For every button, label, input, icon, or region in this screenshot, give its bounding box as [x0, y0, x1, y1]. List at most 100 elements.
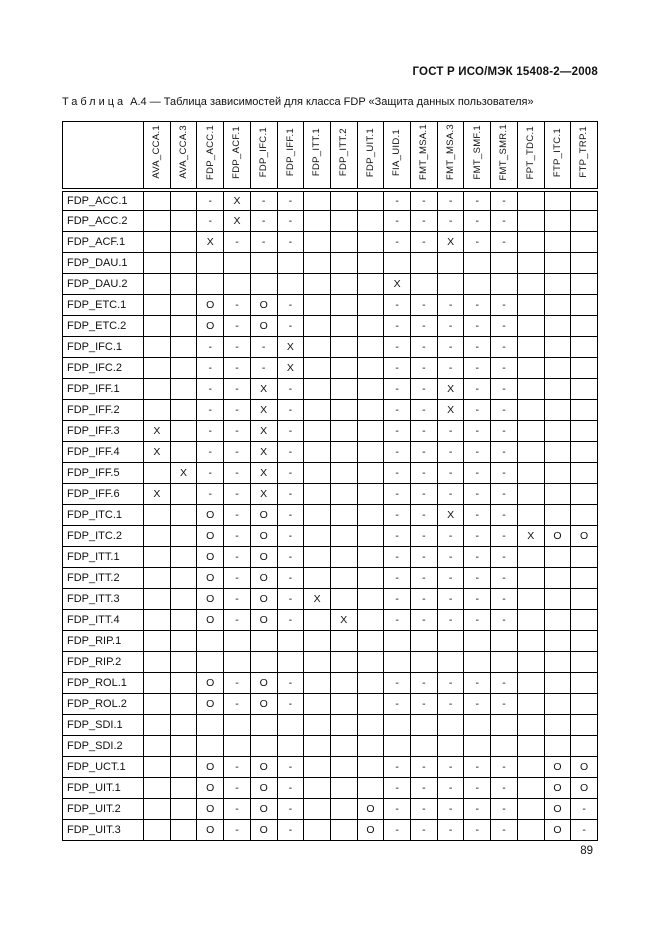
column-header-label: FDP_IFF.1 — [284, 128, 296, 177]
dependency-cell — [276, 714, 305, 737]
row-label: FDP_RIP.1 — [62, 630, 144, 653]
dependency-cell — [356, 336, 385, 359]
dependency-cell — [169, 483, 198, 506]
dependency-cell — [249, 273, 278, 296]
dependency-cell — [169, 672, 198, 695]
dependency-cell: - — [410, 399, 438, 422]
dependency-cell — [329, 651, 358, 674]
dependency-cell — [329, 504, 358, 527]
dependency-cell: - — [463, 336, 492, 359]
column-header-fmt-msa-1: FMT_MSA.1 — [410, 120, 438, 192]
dependency-cell: X — [276, 336, 305, 359]
dependency-cell: - — [436, 210, 465, 233]
dependency-cell: - — [436, 315, 465, 338]
dependency-cell: - — [490, 210, 518, 233]
dependency-cell — [570, 672, 598, 695]
dependency-cell — [303, 294, 331, 317]
dependency-cell: - — [463, 294, 492, 317]
dependency-cell: O — [196, 756, 225, 779]
dependency-cell: - — [410, 441, 438, 464]
dependency-cell: O — [196, 588, 225, 611]
dependency-cell — [143, 525, 171, 548]
dependency-cell — [436, 714, 465, 737]
dependency-cell — [516, 567, 545, 590]
row-label: FDP_IFF.3 — [62, 420, 144, 443]
dependency-cell — [303, 525, 331, 548]
dependency-cell: X — [249, 420, 278, 443]
dependency-cell — [249, 714, 278, 737]
dependency-cell — [356, 399, 385, 422]
dependency-cell: - — [490, 672, 518, 695]
dependency-cell — [570, 273, 598, 296]
dependency-cell: - — [249, 336, 278, 359]
dependency-cell: - — [383, 525, 412, 548]
dependency-cell — [356, 252, 385, 275]
dependency-cell: - — [490, 609, 518, 632]
dependency-cell: - — [490, 231, 518, 254]
dependency-cell: O — [249, 819, 278, 842]
dependency-cell — [196, 714, 225, 737]
dependency-cell: - — [223, 525, 251, 548]
dependency-cell: - — [490, 336, 518, 359]
dependency-cell: - — [276, 420, 305, 443]
dependency-cell — [329, 378, 358, 401]
row-label: FDP_ACC.1 — [62, 189, 144, 212]
dependency-cell — [303, 567, 331, 590]
dependency-cell — [356, 777, 385, 800]
dependency-cell: O — [249, 609, 278, 632]
dependency-cell — [543, 651, 572, 674]
dependency-cell: - — [463, 525, 492, 548]
dependency-cell — [223, 714, 251, 737]
dependency-cell: - — [276, 693, 305, 716]
dependency-cell: - — [410, 462, 438, 485]
dependency-cell — [516, 420, 545, 443]
dependency-cell — [169, 735, 198, 758]
dependency-cell — [143, 462, 171, 485]
dependency-cell: X — [436, 504, 465, 527]
column-header-label: FTP_ITC.1 — [551, 127, 563, 177]
dependency-cell: - — [410, 378, 438, 401]
dependency-cell — [303, 651, 331, 674]
dependency-cell — [570, 315, 598, 338]
dependency-cell: - — [249, 210, 278, 233]
dependency-cell: X — [276, 357, 305, 380]
row-label: FDP_ETC.2 — [62, 315, 144, 338]
column-header-fdp-itt-1: FDP_ITT.1 — [303, 120, 331, 192]
dependency-cell: - — [383, 420, 412, 443]
dependency-cell: - — [436, 588, 465, 611]
dependency-cell — [169, 252, 198, 275]
dependency-cell — [463, 714, 492, 737]
dependency-cell — [516, 315, 545, 338]
dependency-cell — [329, 273, 358, 296]
dependency-cell — [543, 210, 572, 233]
dependency-cell: - — [276, 210, 305, 233]
dependency-cell: - — [196, 420, 225, 443]
dependency-cell — [143, 798, 171, 821]
dependency-cell — [303, 399, 331, 422]
column-header-fmt-smr-1: FMT_SMR.1 — [490, 120, 518, 192]
dependency-cell — [303, 504, 331, 527]
dependency-cell: O — [249, 672, 278, 695]
dependency-cell: - — [383, 777, 412, 800]
dependency-cell: - — [490, 504, 518, 527]
table-row: FDP_ACC.1- X - - - - - - - — [62, 189, 598, 212]
dependency-table: AVA_CCA.1 AVA_CCA.3 FDP_ACC.1 FDP_ACF.1 FDP_… — [62, 120, 598, 842]
dependency-cell — [543, 567, 572, 590]
column-header-label: FTP_TRP.1 — [578, 126, 590, 179]
dependency-cell: - — [410, 420, 438, 443]
row-label: FDP_UIT.3 — [62, 819, 144, 842]
dependency-cell — [516, 273, 545, 296]
row-label: FDP_IFF.5 — [62, 462, 144, 485]
row-label: FDP_DAU.2 — [62, 273, 144, 296]
row-label: FDP_ITT.1 — [62, 546, 144, 569]
dependency-cell — [356, 693, 385, 716]
dependency-cell: - — [490, 525, 518, 548]
dependency-cell — [143, 819, 171, 842]
dependency-cell — [329, 714, 358, 737]
dependency-cell: - — [223, 462, 251, 485]
dependency-cell — [356, 189, 385, 212]
dependency-cell: - — [276, 756, 305, 779]
dependency-cell — [410, 714, 438, 737]
dependency-cell: - — [490, 378, 518, 401]
dependency-cell: X — [196, 231, 225, 254]
